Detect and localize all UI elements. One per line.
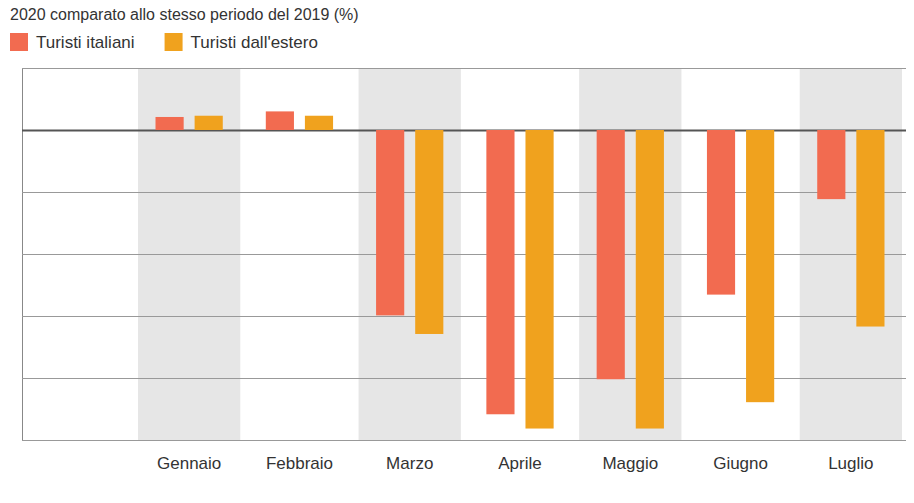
y-axis [22, 69, 906, 441]
x-tick-label: Luglio [828, 454, 873, 473]
bar [707, 130, 735, 295]
bar [486, 130, 514, 414]
bars [156, 111, 885, 428]
x-tick: Marzo [386, 454, 433, 473]
bar [746, 130, 774, 402]
x-tick-label: Febbraio [266, 454, 333, 473]
bar [525, 130, 553, 429]
x-tick: Gennaio [157, 454, 221, 473]
legend-label: Turisti italiani [36, 33, 135, 52]
grid-line [22, 68, 906, 69]
x-tick: Aprile [498, 454, 541, 473]
x-tick-label: Marzo [386, 454, 433, 473]
chart: 2020 comparato allo stesso periodo del 2… [0, 0, 914, 503]
legend-item: Turisti italiani [10, 33, 135, 52]
bar [856, 130, 884, 327]
y-tick [22, 440, 906, 441]
legend-item: Turisti dall'estero [165, 33, 318, 52]
bar [636, 130, 664, 429]
y-tick [22, 68, 906, 69]
bar [817, 130, 845, 199]
x-tick: Febbraio [266, 454, 333, 473]
legend-swatch [165, 33, 183, 51]
bar [266, 111, 294, 130]
grid-line [22, 440, 906, 441]
bar [305, 116, 333, 130]
legend-swatch [10, 33, 28, 51]
x-axis: Gennaio Febbraio Marzo Aprile Maggio Giugno Lu… [135, 454, 907, 473]
title: 2020 comparato allo stesso periodo del 2… [10, 6, 359, 23]
x-tick: Luglio [828, 454, 873, 473]
legend-label: Turisti dall'estero [191, 33, 318, 52]
bar [597, 130, 625, 379]
x-tick-label: Giugno [713, 454, 768, 473]
bar [195, 116, 223, 130]
bar [415, 130, 443, 334]
x-tick: Maggio [602, 454, 658, 473]
bar [376, 130, 404, 315]
bar [156, 117, 184, 130]
y-axis-line [23, 69, 907, 441]
x-tick-label: Aprile [498, 454, 541, 473]
x-tick: Giugno [713, 454, 768, 473]
x-tick-label: Maggio [602, 454, 658, 473]
x-tick-label: Gennaio [157, 454, 221, 473]
